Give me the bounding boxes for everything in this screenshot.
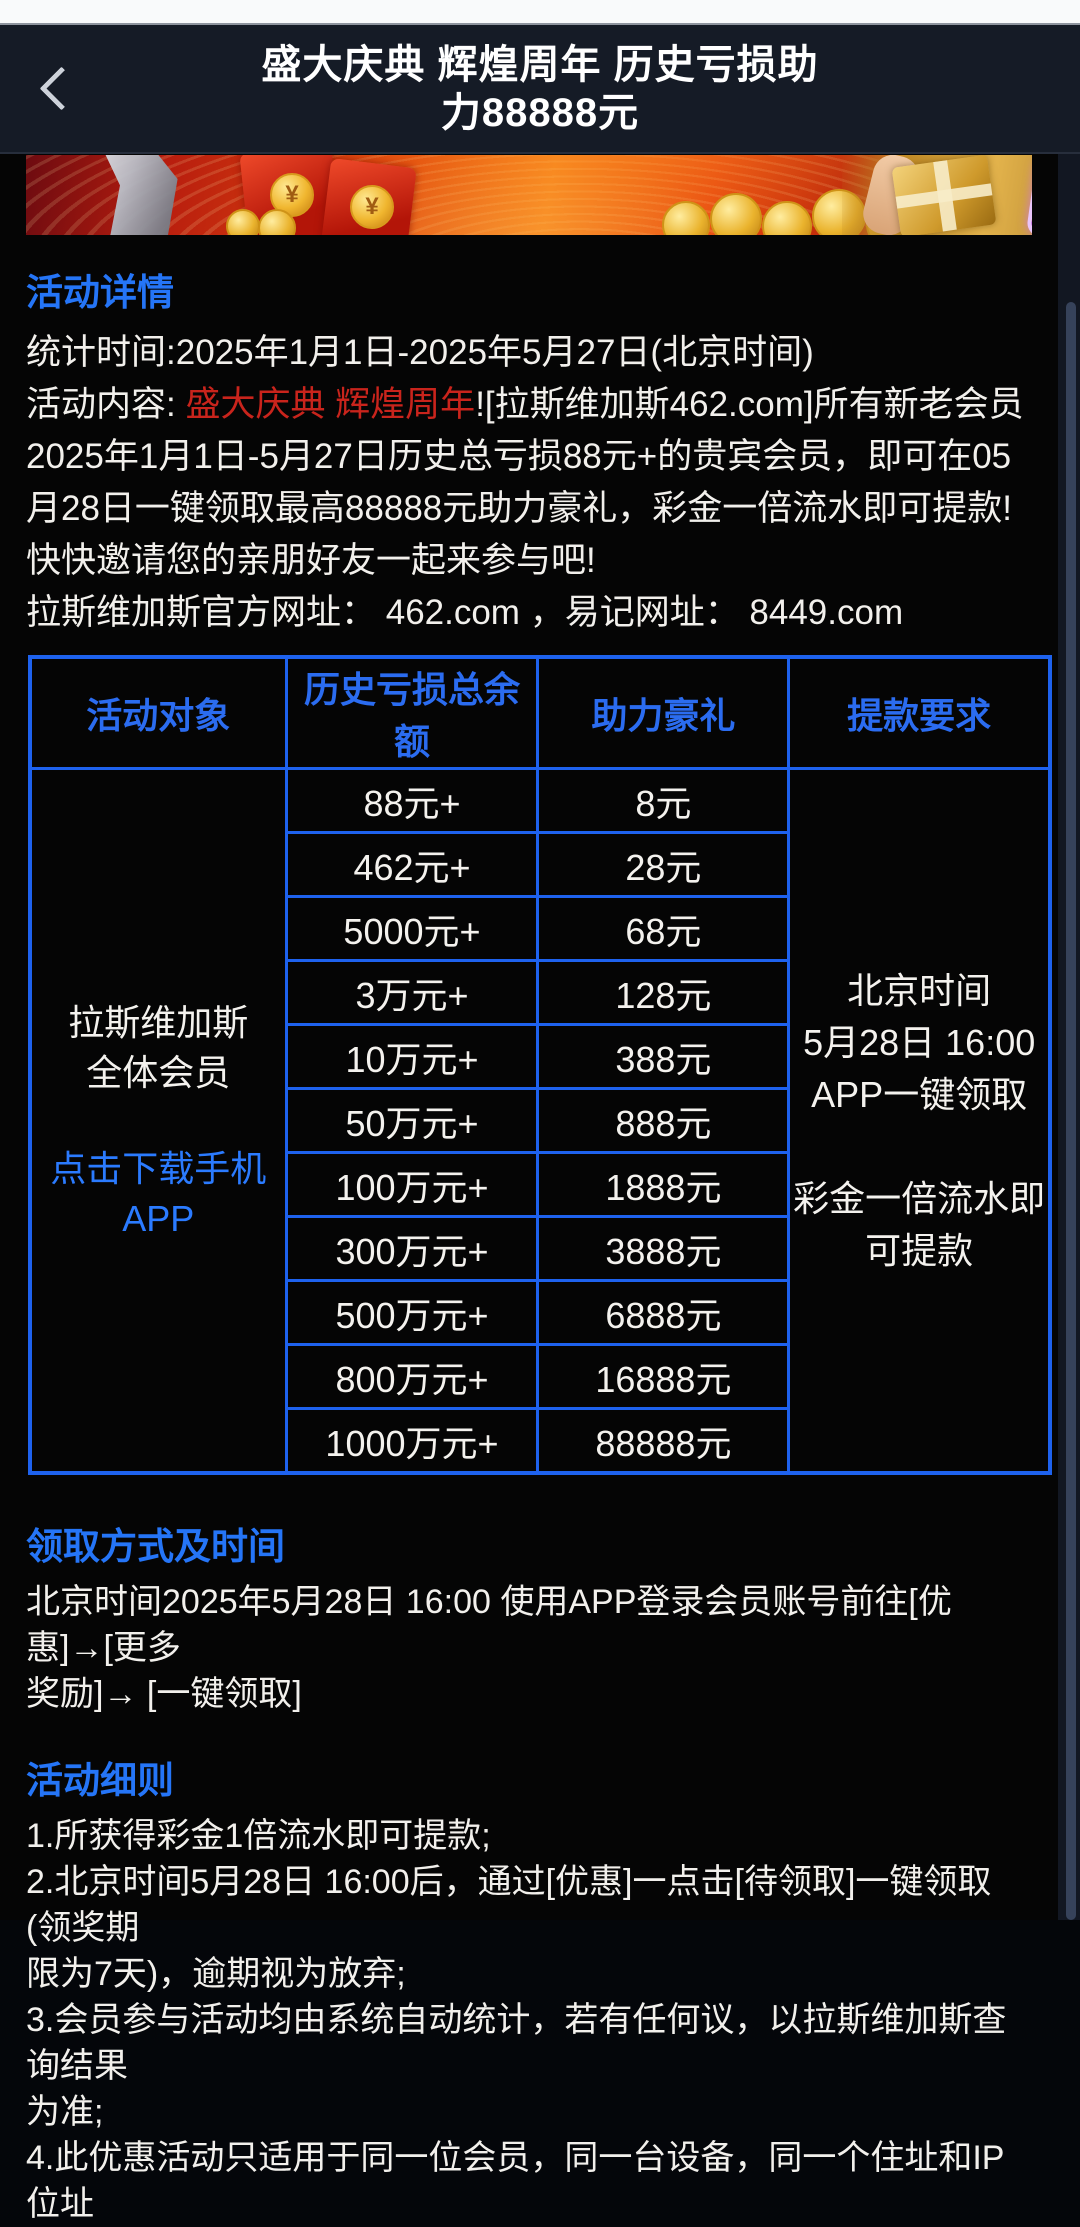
table-row: 3万元+ 128元 — [30, 959, 1050, 1026]
loss-cell: 10万元+ — [284, 1023, 540, 1090]
loss-cell: 5000元+ — [284, 895, 540, 962]
table-row: 500万元+ 6888元 — [30, 1279, 1050, 1346]
col-header-loss: 历史亏损总余额 — [284, 655, 540, 770]
table-row: 50万元+ 888元 — [30, 1087, 1050, 1154]
loss-cell: 800万元+ — [284, 1343, 540, 1410]
withdraw-cell: 北京时间 5月28日 16:00 APP一键领取 彩金一倍流水即 可提款 — [787, 767, 1052, 1475]
loss-cell: 88元+ — [284, 767, 540, 834]
content-area: ¥ ¥ VIP 活动详情 统计时间:2025年1月1日-2025年5月27日(北… — [0, 154, 1058, 2227]
stat-time-text: 统计时间:2025年1月1日-2025年5月27日(北京时间) — [26, 333, 814, 372]
gold-coin-icon — [710, 193, 762, 235]
gold-coin-icon — [226, 209, 260, 235]
gift-cell: 128元 — [536, 959, 791, 1026]
section-heading-claim: 领取方式及时间 — [26, 1526, 285, 1567]
table-row: 100万元+ 1888元 — [30, 1151, 1050, 1218]
gift-cell: 88888元 — [536, 1407, 791, 1475]
page-title: 盛大庆典 辉煌周年 历史亏损助 力88888元 — [261, 42, 819, 135]
banner-gift-box — [891, 155, 997, 235]
loss-cell: 1000万元+ — [284, 1407, 540, 1475]
rule-item: 2.北京时间5月28日 16:00后，通过[优惠]一点击[待领取]一键领取(领奖… — [26, 1863, 992, 1993]
gold-coin-icon — [762, 201, 812, 235]
col-header-withdraw: 提款要求 — [787, 655, 1052, 770]
table-row: 300万元+ 3888元 — [30, 1215, 1050, 1282]
banner-coin-icon: ¥ — [350, 185, 394, 229]
withdraw-text: 北京时间 5月28日 16:00 APP一键领取 彩金一倍流水即 可提款 — [793, 969, 1046, 1271]
loss-cell: 3万元+ — [284, 959, 540, 1026]
gift-cell: 888元 — [536, 1087, 791, 1154]
loss-cell: 300万元+ — [284, 1215, 540, 1282]
claim-method-text: 北京时间2025年5月28日 16:00 使用APP登录会员账号前往[优惠]→[… — [26, 1583, 952, 1713]
gold-coin-icon — [662, 201, 710, 235]
rule-item: 4.此优惠活动只适用于同一位会员，同一台设备，同一个住址和IP位址 — [26, 2139, 1005, 2223]
content-prefix: 活动内容: — [26, 385, 186, 424]
gold-coin-icon — [258, 209, 296, 235]
scrollbar-thumb[interactable] — [1066, 302, 1076, 1920]
back-button[interactable] — [26, 25, 96, 152]
section-heading-rules: 活动细则 — [26, 1760, 174, 1801]
audience-cell: 拉斯维加斯 全体会员 点击下载手机 APP — [28, 767, 288, 1475]
official-urls-text: 拉斯维加斯官方网址： 462.com ，易记网址： 8449.com — [26, 593, 904, 632]
col-header-gift: 助力豪礼 — [536, 655, 791, 770]
section-heading-details: 活动详情 — [26, 272, 174, 313]
download-app-link[interactable]: 点击下载手机 APP — [50, 1147, 267, 1239]
loss-cell: 500万元+ — [284, 1279, 540, 1346]
table-row: 1000万元+ 88888元 — [30, 1407, 1050, 1475]
loss-cell: 462元+ — [284, 831, 540, 898]
rule-item: 3.会员参与活动均由系统自动统计，若有任何议，以拉斯维加斯查询结果 为准; — [26, 2001, 1007, 2131]
chevron-left-icon — [39, 66, 83, 111]
reward-table: 活动对象 历史亏损总余额 助力豪礼 提款要求 拉斯维加斯 全体会员 点击下载手机… — [28, 655, 1052, 1475]
table-row: 800万元+ 16888元 — [30, 1343, 1050, 1410]
gift-cell: 388元 — [536, 1023, 791, 1090]
table-header-row: 活动对象 历史亏损总余额 助力豪礼 提款要求 — [28, 655, 1052, 770]
audience-text: 拉斯维加斯 全体会员 — [68, 1001, 249, 1093]
col-header-audience: 活动对象 — [28, 655, 288, 770]
table-row: 462元+ 28元 — [30, 831, 1050, 898]
app-header: 盛大庆典 辉煌周年 历史亏损助 力88888元 — [0, 25, 1080, 154]
content-highlight-red: 盛大庆典 辉煌周年 — [185, 385, 476, 424]
gift-cell: 8元 — [536, 767, 791, 834]
status-bar — [0, 0, 1080, 25]
gift-cell: 16888元 — [536, 1343, 791, 1410]
promo-banner[interactable]: ¥ ¥ VIP — [26, 155, 1032, 235]
table-row: 10万元+ 388元 — [30, 1023, 1050, 1090]
scroll-area: ¥ ¥ VIP 活动详情 统计时间:2025年1月1日-2025年5月27日(北… — [0, 154, 1080, 2223]
content-body: ![拉斯维加斯462.com]所有新老会员2025年1月1日-5月27日历史总亏… — [26, 385, 1024, 580]
loss-cell: 50万元+ — [284, 1087, 540, 1154]
table-row: 拉斯维加斯 全体会员 点击下载手机 APP 88元+ 8元 北京时间 5月28日… — [28, 767, 1052, 1475]
activity-content-text: 活动内容: 盛大庆典 辉煌周年![拉斯维加斯462.com]所有新老会员2025… — [26, 379, 1032, 587]
gift-cell: 6888元 — [536, 1279, 791, 1346]
gift-cell: 3888元 — [536, 1215, 791, 1282]
gift-cell: 28元 — [536, 831, 791, 898]
gift-cell: 68元 — [536, 895, 791, 962]
table-row: 5000元+ 68元 — [30, 895, 1050, 962]
loss-cell: 100万元+ — [284, 1151, 540, 1218]
gift-cell: 1888元 — [536, 1151, 791, 1218]
rule-item: 1.所获得彩金1倍流水即可提款; — [26, 1817, 491, 1855]
